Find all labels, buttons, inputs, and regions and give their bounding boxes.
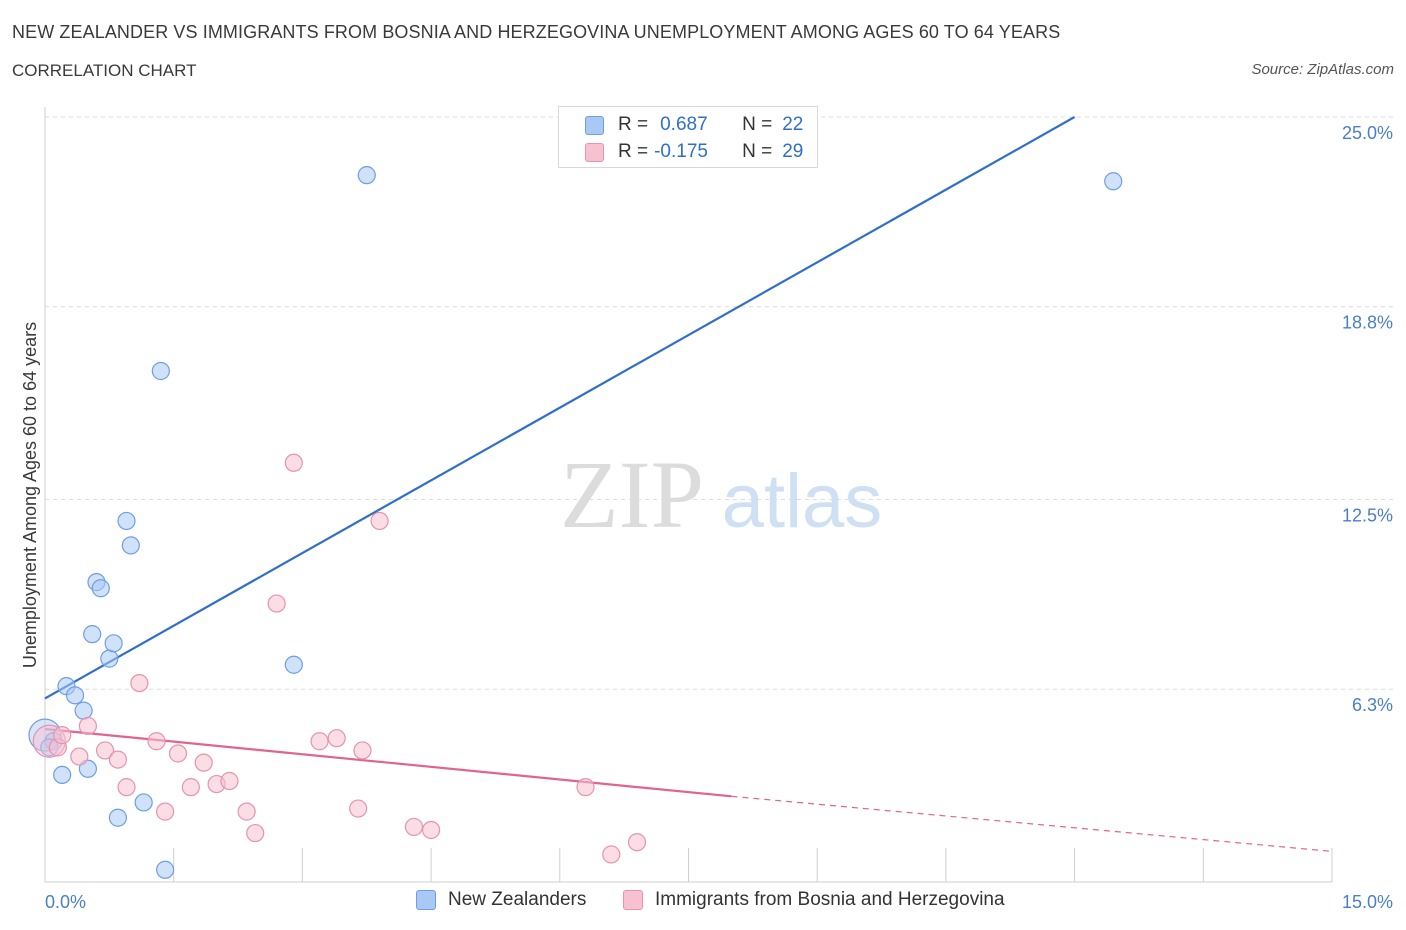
y-axis-label: Unemployment Among Ages 60 to 64 years	[20, 322, 40, 668]
bosnia-point	[181, 778, 200, 797]
bosnia-point	[267, 594, 286, 613]
watermark-atlas: atlas	[722, 459, 883, 544]
nz-point	[65, 686, 85, 705]
y-tick-label: 6.3%	[1352, 695, 1393, 715]
watermark: ZIP atlas	[560, 441, 882, 548]
source-credit: Source: ZipAtlas.com	[1251, 61, 1394, 78]
y-tick-label: 18.8%	[1342, 313, 1393, 333]
x-tick-label: 0.0%	[45, 892, 86, 912]
nz-point	[108, 808, 128, 827]
nz-point	[357, 166, 376, 185]
r-label: R =	[618, 141, 649, 162]
legend-row-new-zealanders: R = 0.687 N = 22	[585, 112, 803, 138]
x-tick-label: 15.0%	[1342, 892, 1393, 912]
bosnia-point	[70, 747, 89, 766]
bosnia-point	[353, 741, 372, 760]
bosnia-point	[349, 799, 368, 818]
bosnia-point	[404, 817, 424, 837]
bosnia-point	[95, 741, 115, 760]
bosnia-point	[370, 511, 389, 531]
nz-point	[74, 701, 93, 720]
legend-swatch-pink	[623, 890, 643, 910]
bosnia-point	[147, 732, 166, 751]
nz-point	[151, 361, 170, 381]
chart-title: NEW ZEALANDER VS IMMIGRANTS FROM BOSNIA …	[12, 22, 1061, 42]
bosnia-point	[108, 750, 128, 769]
bosnia-point	[168, 744, 188, 763]
bosnia-point	[576, 778, 595, 797]
chart-subtitle: CORRELATION CHART	[12, 61, 197, 80]
legend-label: Immigrants from Bosnia and Herzegovina	[655, 889, 1005, 910]
legend-swatch-blue	[585, 115, 604, 135]
nz-point	[121, 536, 140, 555]
r-value: -0.175	[654, 141, 708, 162]
nz-trend-line	[44, 116, 1076, 700]
series-legend: New Zealanders Immigrants from Bosnia an…	[0, 889, 1406, 915]
bosnia-point	[602, 845, 621, 864]
watermark-zip: ZIP	[560, 441, 704, 548]
bosnia-point	[246, 823, 265, 843]
bosnia-point	[117, 778, 136, 797]
n-value: 29	[782, 141, 804, 162]
bosnia-point	[156, 802, 175, 821]
legend-item-new-zealanders: New Zealanders	[416, 889, 586, 911]
bosnia-point	[53, 726, 72, 745]
legend-row-bosnia: R = -0.175 N = 29	[585, 139, 803, 165]
n-value: 22	[782, 114, 804, 135]
bosnia-point	[327, 729, 346, 748]
nz-point	[83, 625, 102, 644]
legend-item-bosnia: Immigrants from Bosnia and Herzegovina	[623, 889, 1005, 911]
r-value: 0.687	[660, 114, 708, 135]
bosnia-point	[422, 820, 441, 840]
bosnia-point	[194, 753, 213, 772]
bosnia-point	[627, 833, 647, 852]
y-tick-label: 25.0%	[1342, 123, 1393, 143]
bosnia-point	[284, 453, 303, 472]
correlation-legend: R = 0.687 N = 22 R = -0.175 N = 29	[558, 106, 818, 168]
nz-point	[284, 655, 303, 674]
bosnia-trend-extension	[731, 795, 1333, 852]
bosnia-point	[220, 771, 239, 791]
legend-label: New Zealanders	[448, 889, 587, 910]
nz-point	[117, 511, 136, 531]
legend-swatch-pink	[585, 142, 604, 162]
n-label: N =	[742, 141, 773, 162]
y-tick-label: 12.5%	[1342, 506, 1393, 526]
nz-point	[100, 649, 119, 668]
nz-point	[1104, 172, 1123, 191]
legend-swatch-blue	[416, 890, 436, 910]
nz-point	[53, 765, 72, 785]
r-label: R =	[618, 114, 649, 135]
nz-point	[134, 793, 153, 812]
nz-point	[104, 634, 123, 653]
tick-labels: 6.3% 12.5% 18.8% 25.0% 0.0% 15.0%	[45, 123, 1393, 912]
nz-point	[91, 579, 110, 598]
grid-lines	[45, 116, 1395, 690]
bosnia-point	[78, 716, 98, 736]
data-points	[28, 166, 1123, 879]
nz-point	[156, 860, 175, 879]
bosnia-point	[237, 802, 256, 821]
bosnia-point	[310, 732, 329, 751]
n-label: N =	[742, 114, 773, 135]
bosnia-point	[130, 673, 149, 693]
